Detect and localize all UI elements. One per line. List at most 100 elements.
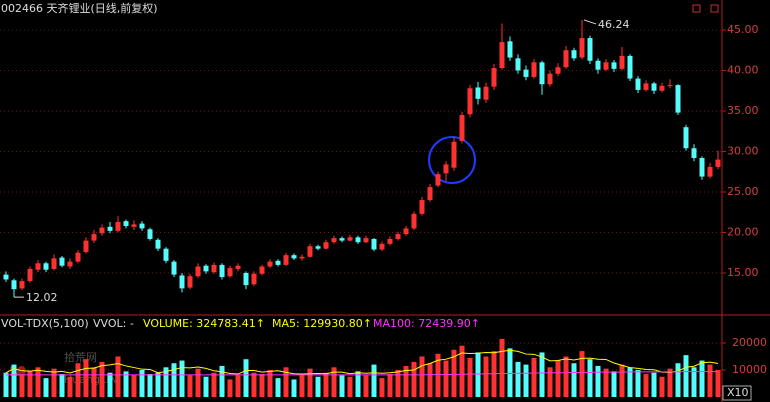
y-tick-label: 35.00: [727, 104, 759, 117]
candle-body: [43, 263, 49, 270]
volume-bar: [155, 372, 161, 397]
candle-body: [171, 261, 177, 275]
volume-bar: [3, 372, 9, 397]
volume-bar: [667, 368, 673, 397]
volume-bar: [211, 372, 217, 397]
candle-body: [11, 280, 17, 290]
volume-bar: [603, 368, 609, 397]
candle-body: [379, 243, 385, 250]
volume-bar: [115, 356, 121, 397]
volume-bar: [515, 361, 521, 397]
candle-body: [691, 148, 697, 158]
candle-body: [403, 228, 409, 235]
chart-title: 002466 天齐锂业(日线,前复权): [1, 1, 158, 15]
volume-bar: [523, 364, 529, 397]
volume-bar: [131, 375, 137, 397]
candle-body: [587, 38, 593, 61]
volume-bar: [75, 363, 81, 397]
candle-body: [435, 174, 441, 186]
candle-body: [139, 223, 145, 229]
candle-body: [555, 67, 561, 74]
candle-body: [163, 248, 169, 261]
volume-bar: [675, 363, 681, 397]
volume-bar: [475, 352, 481, 397]
candle-body: [683, 127, 689, 149]
candle-body: [707, 166, 713, 177]
candle-body: [475, 87, 481, 99]
volume-bar: [267, 369, 273, 397]
candle-body: [19, 281, 25, 289]
volume-bar: [355, 371, 361, 397]
candle-body: [123, 221, 129, 227]
volume-bar: [219, 365, 225, 397]
candle-body: [571, 50, 577, 59]
volume-bar: [227, 379, 233, 397]
volume-bar: [283, 367, 289, 397]
volume-bar: [539, 352, 545, 397]
candle-body: [115, 221, 121, 231]
panel-header: VOL-TDX(5,100): [1, 317, 89, 330]
volume-bar: [555, 360, 561, 397]
volume-bar: [307, 368, 313, 397]
volume-bar: [299, 375, 305, 397]
volume-bar: [547, 367, 553, 397]
candle-body: [251, 273, 257, 285]
y-tick-label: 30.00: [727, 144, 759, 157]
candle-body: [195, 266, 201, 277]
volume-bar: [379, 378, 385, 397]
volume-bar: [43, 378, 49, 397]
volume-bar: [59, 374, 65, 397]
candle-body: [363, 238, 369, 243]
volume-bar: [147, 374, 153, 397]
volume-bar: [427, 363, 433, 397]
panel-header: VVOL: -: [93, 317, 134, 330]
volume-bar: [243, 359, 249, 397]
volume-bar: [579, 351, 585, 397]
volume-bar: [619, 364, 625, 397]
y-tick-label: 10000: [732, 363, 767, 376]
volume-bar: [235, 375, 241, 397]
volume-bar: [187, 375, 193, 397]
candle-body: [35, 263, 41, 270]
y-tick-label: 45.00: [727, 23, 759, 36]
candle-body: [67, 261, 73, 267]
candle-body: [211, 264, 217, 273]
candle-body: [491, 68, 497, 87]
volume-bar: [195, 368, 201, 397]
candle-body: [619, 55, 625, 69]
volume-bar: [563, 356, 569, 397]
candle-body: [635, 78, 641, 90]
candle-body: [699, 157, 705, 177]
candle-body: [91, 234, 97, 241]
volume-bar: [275, 378, 281, 397]
candle-body: [531, 62, 537, 77]
candle-body: [27, 268, 33, 282]
candle-body: [267, 261, 273, 267]
candle-body: [515, 58, 521, 71]
volume-bar: [715, 369, 721, 397]
volume-bar: [35, 367, 41, 397]
annotation-leader: [583, 19, 597, 25]
ma-line: [6, 371, 718, 376]
candle-body: [603, 62, 609, 70]
candle-body: [611, 62, 617, 69]
volume-bar: [163, 367, 169, 397]
volume-bar: [123, 371, 129, 397]
y-tick-label: 15.00: [727, 266, 759, 279]
volume-bar: [571, 363, 577, 397]
volume-bar: [467, 357, 473, 397]
volume-bar: [291, 379, 297, 397]
candle-body: [483, 86, 489, 100]
volume-bar: [643, 374, 649, 397]
candle-body: [59, 257, 65, 266]
candle-body: [227, 268, 233, 277]
volume-bar: [443, 360, 449, 397]
volume-bar: [171, 363, 177, 397]
candle-body: [507, 41, 513, 58]
candle-body: [155, 239, 161, 249]
candle-body: [299, 256, 305, 259]
volume-bar: [363, 375, 369, 397]
candle-body: [107, 226, 113, 231]
volume-bar: [27, 371, 33, 397]
